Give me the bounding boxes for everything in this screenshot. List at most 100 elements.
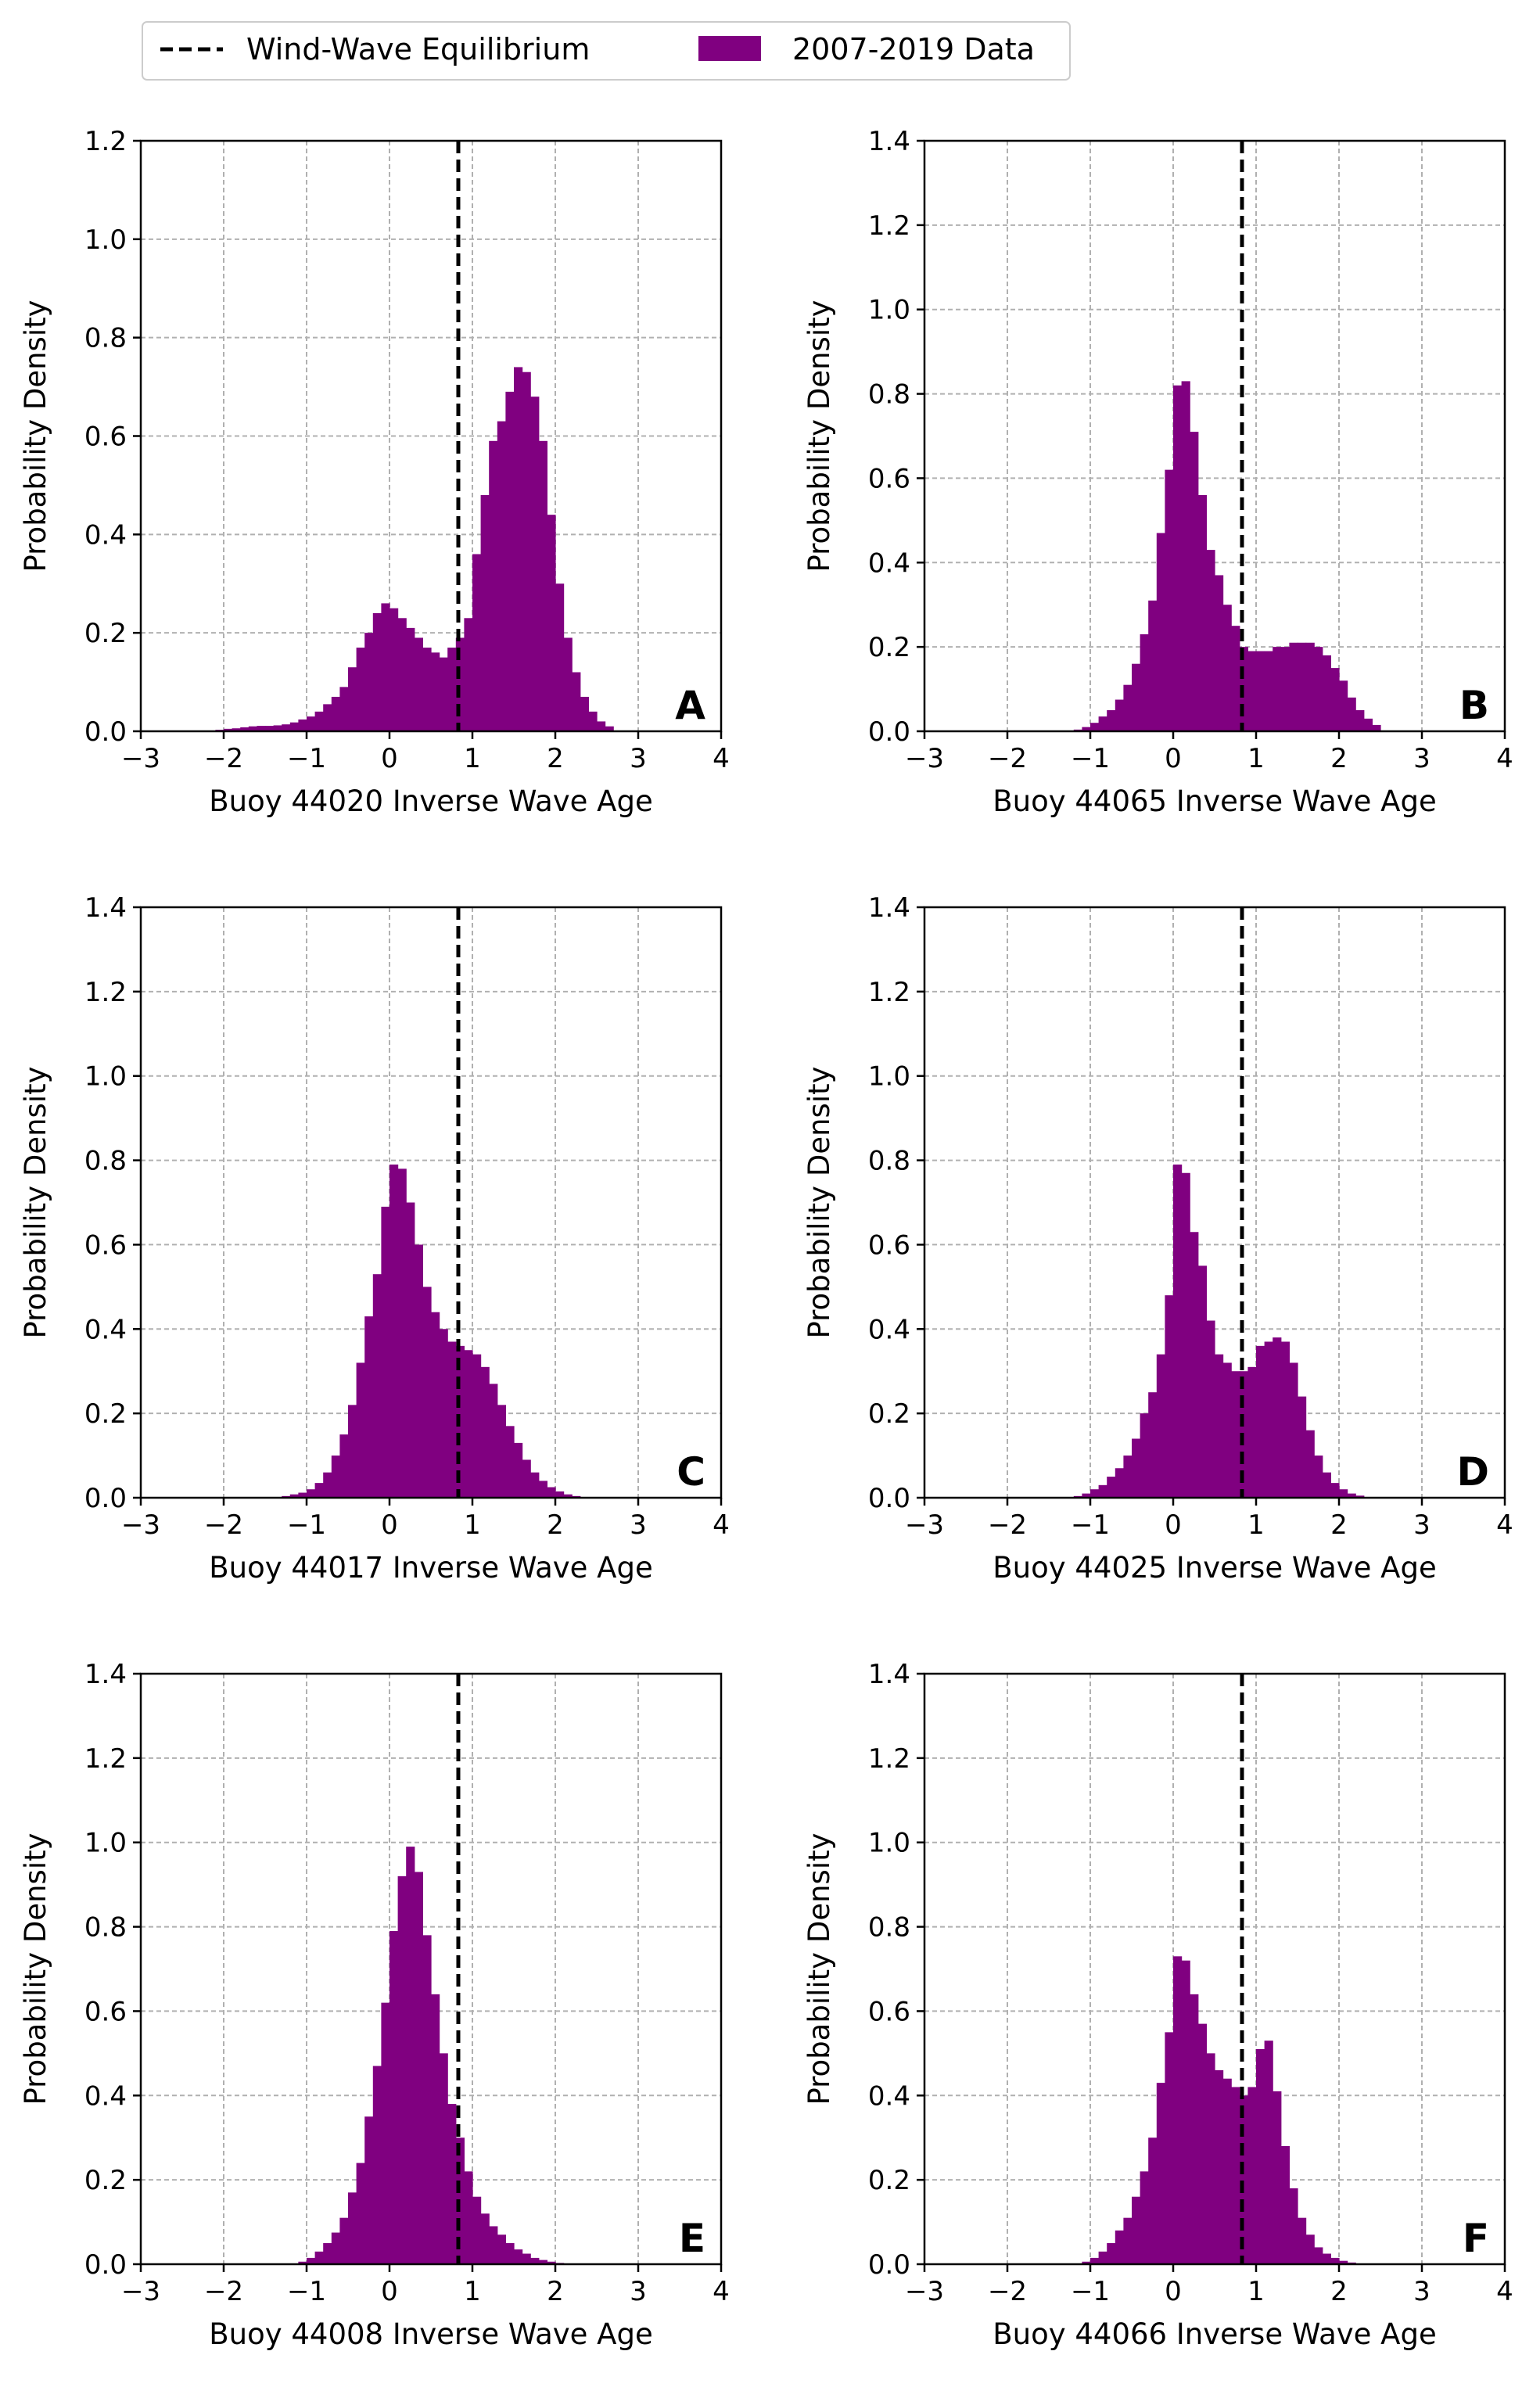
histogram-bar xyxy=(447,1341,457,1498)
histogram-bar xyxy=(547,2261,556,2264)
histogram-bar xyxy=(1140,1413,1149,1498)
y-tick-label: 1.0 xyxy=(868,295,910,326)
histogram-bar xyxy=(1165,2032,1174,2264)
histogram-bar xyxy=(298,719,307,731)
x-tick-label: 0 xyxy=(1165,1509,1182,1541)
y-tick-label: 0.6 xyxy=(84,1229,127,1261)
histogram-bar xyxy=(1322,2253,1331,2264)
histogram-bar xyxy=(514,2249,523,2264)
y-tick-label: 1.4 xyxy=(84,1659,127,1690)
histogram-bar xyxy=(1140,634,1149,731)
histogram-bar xyxy=(1090,2257,1100,2264)
histogram-bar xyxy=(480,1366,490,1498)
histogram-bar xyxy=(1339,2260,1348,2264)
histogram-bar xyxy=(1256,1345,1265,1498)
histogram-bar xyxy=(1298,642,1307,731)
y-tick-label: 1.2 xyxy=(84,977,127,1008)
histogram-bar xyxy=(1289,2188,1298,2264)
y-tick-label: 1.4 xyxy=(868,126,910,157)
histogram-bar xyxy=(439,657,448,731)
x-tick-label: 3 xyxy=(1413,1509,1431,1541)
histogram-bar xyxy=(538,1481,547,1498)
y-tick-label: 1.2 xyxy=(868,977,910,1008)
histogram-bar xyxy=(289,722,299,731)
histogram-bar xyxy=(1280,2146,1290,2264)
histogram-bar xyxy=(1156,2083,1165,2264)
x-tick-label: 2 xyxy=(1330,743,1348,774)
histogram-bar xyxy=(1355,1495,1365,1498)
axes-frame xyxy=(139,906,723,1499)
histogram-bar xyxy=(1330,2257,1340,2264)
x-tick-label: 0 xyxy=(1165,2276,1182,2307)
histogram-bar xyxy=(339,687,349,731)
histogram-bar xyxy=(1305,642,1315,731)
y-tick-label: 1.0 xyxy=(868,1828,910,1859)
y-tick-label: 1.4 xyxy=(84,892,127,924)
y-tick-label: 0.2 xyxy=(84,2165,127,2196)
histogram-bar xyxy=(381,2002,390,2264)
histogram-bar xyxy=(514,367,523,731)
histogram-bar xyxy=(339,2217,349,2264)
y-tick-label: 1.0 xyxy=(868,1061,910,1093)
histogram-bar xyxy=(1156,533,1165,731)
y-tick-label: 0.4 xyxy=(868,1314,910,1345)
histogram-bar xyxy=(1148,2138,1158,2264)
x-tick-label: −2 xyxy=(204,743,243,774)
x-tick-label: −3 xyxy=(121,1509,160,1541)
histogram-bar xyxy=(505,1426,515,1498)
histogram-bar xyxy=(1107,710,1116,731)
histogram-bar xyxy=(389,1930,399,2264)
histogram-bar xyxy=(514,1442,523,1498)
histogram-bar xyxy=(1289,642,1298,731)
x-tick-label: −2 xyxy=(988,743,1027,774)
histogram-bar xyxy=(389,608,399,731)
histogram-bar xyxy=(348,2192,357,2264)
histogram-bar xyxy=(1215,575,1224,731)
histogram-bar xyxy=(1273,1337,1282,1498)
histogram-bar xyxy=(348,1405,357,1498)
histogram-bar xyxy=(1148,1392,1158,1498)
histogram-bar xyxy=(1165,469,1174,731)
legend-data-swatch xyxy=(698,36,761,61)
histogram-bar xyxy=(331,2232,340,2264)
x-tick-label: −1 xyxy=(1071,2276,1110,2307)
histogram-bar xyxy=(1148,600,1158,731)
x-tick-label: 4 xyxy=(1496,1509,1513,1541)
y-tick-label: 0.2 xyxy=(868,632,910,663)
panel-letter: A xyxy=(675,683,705,728)
x-tick-label: −1 xyxy=(1071,1509,1110,1541)
y-tick-label: 1.0 xyxy=(84,1828,127,1859)
histogram-bar xyxy=(1215,2069,1224,2264)
histogram-bar xyxy=(282,724,291,731)
histogram-bar xyxy=(364,633,374,731)
panel-e: −3 −2 −1 0 1 2 3 4 0.0 0.2 0.4 0.6 0.8 1.0 1.2 1.4 Buoy … xyxy=(19,1659,730,2351)
histogram-bar xyxy=(1339,680,1348,731)
histogram-bar xyxy=(339,1434,349,1498)
histogram-bar xyxy=(1355,710,1365,731)
histogram-bar xyxy=(472,1354,482,1498)
histogram-bar xyxy=(530,2257,540,2264)
y-tick-label: 0.0 xyxy=(868,716,910,748)
histogram-bar xyxy=(1206,550,1215,731)
x-tick-label: 2 xyxy=(547,2276,564,2307)
histogram-bar xyxy=(1140,2171,1149,2264)
histogram-bar xyxy=(1305,1430,1315,1498)
histogram-bar xyxy=(1173,1164,1183,1498)
x-tick-label: 4 xyxy=(713,1509,730,1541)
y-tick-label: 1.2 xyxy=(868,1743,910,1775)
histogram-bar xyxy=(1181,381,1190,731)
histogram-bar xyxy=(1115,1468,1124,1498)
x-tick-label: 1 xyxy=(464,743,481,774)
x-tick-label: 0 xyxy=(381,743,398,774)
histogram-bar xyxy=(1090,723,1100,731)
histogram-bar xyxy=(1123,1456,1133,1498)
histogram-bar xyxy=(1347,1493,1356,1498)
x-tick-label: 1 xyxy=(464,1509,481,1541)
histogram-bar xyxy=(389,1164,399,1498)
panel-c: −3 −2 −1 0 1 2 3 4 0.0 0.2 0.4 0.6 0.8 1.0 1.2 1.4 Buoy … xyxy=(19,892,730,1585)
histogram-bar xyxy=(1256,651,1265,731)
histogram-bar xyxy=(472,554,482,731)
histogram-bar xyxy=(1197,2023,1207,2264)
x-tick-label: −1 xyxy=(287,2276,326,2307)
